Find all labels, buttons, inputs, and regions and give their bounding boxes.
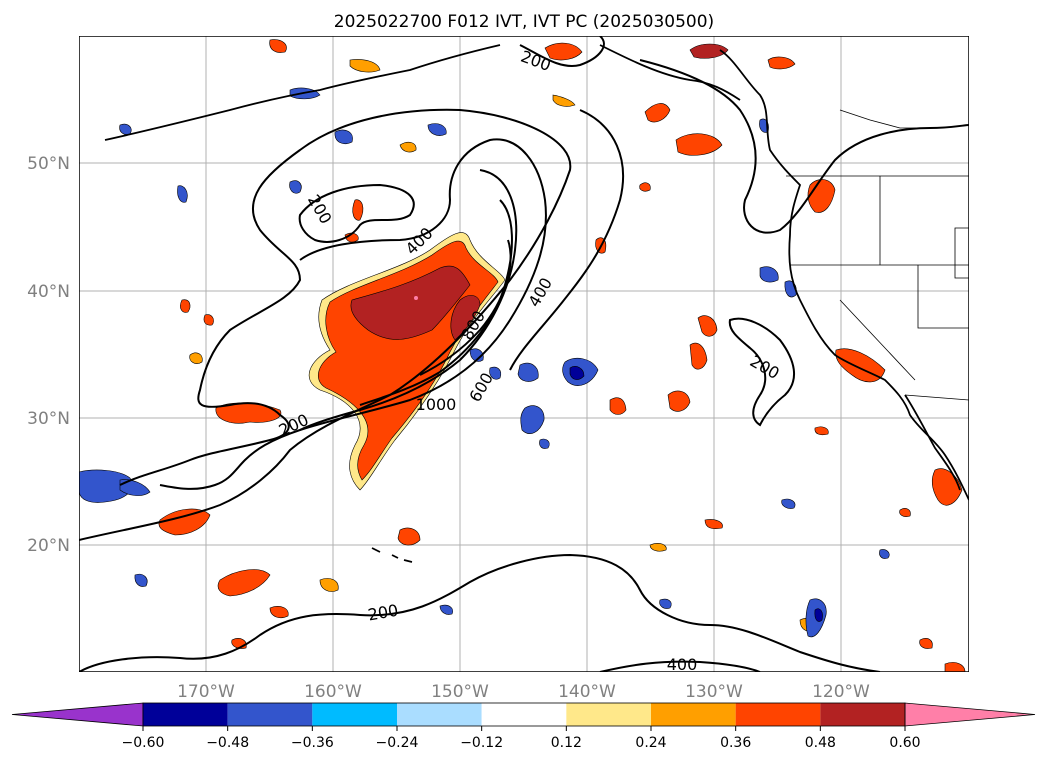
- latitude-labels: 50°N 40°N 30°N 20°N: [27, 154, 70, 556]
- state-borders: [786, 109, 969, 401]
- ivt-contours: [79, 36, 969, 672]
- colorbar-tick-label: −0.48: [206, 735, 249, 751]
- lat-label-20n: 20°N: [27, 536, 70, 556]
- colorbar-extend-low: [11, 702, 144, 727]
- colorbar-segment: [227, 703, 313, 726]
- colorbar-tick-label: 0.12: [551, 735, 582, 751]
- lat-label-40n: 40°N: [27, 282, 70, 302]
- lon-label-150w: 150°W: [431, 682, 489, 702]
- colorbar: −0.60 −0.48 −0.36 −0.24 −0.12 0.12 0.24 0.36 0.4…: [11, 702, 1036, 751]
- colorbar-tick-label: −0.60: [122, 735, 165, 751]
- contour-400-south: [599, 660, 761, 672]
- contour-600: [299, 169, 518, 431]
- contour-800: [359, 199, 513, 406]
- colorbar-tick-label: 0.48: [805, 735, 836, 751]
- colorbar-segment: [566, 703, 651, 726]
- lon-label-170w: 170°W: [177, 682, 235, 702]
- lon-label-120w: 120°W: [812, 682, 870, 702]
- colorbar-tick-label: 0.36: [720, 735, 751, 751]
- colorbar-segment: [312, 703, 397, 726]
- contour-400: [159, 138, 547, 490]
- map-title: 2025022700 F012 IVT, IVT PC (2025030500): [334, 12, 714, 32]
- contour-200-east-loop: [728, 317, 796, 427]
- lon-label-130w: 130°W: [685, 682, 743, 702]
- colorbar-segment: [143, 703, 228, 726]
- contour-1000: [419, 239, 512, 376]
- colorbar-frame: [142, 702, 906, 727]
- contour-label: 400: [667, 655, 698, 674]
- lat-label-50n: 50°N: [27, 154, 70, 174]
- colorbar-tick-label: −0.24: [376, 735, 419, 751]
- north-america-coast: [719, 49, 969, 501]
- ar-band-core2: [450, 295, 481, 341]
- colorbar-segment: [735, 703, 821, 726]
- contour-200-east: [509, 109, 625, 371]
- longitude-labels: 170°W 160°W 150°W 140°W 130°W 120°W: [177, 682, 870, 702]
- map-panel: 200 200 400 400 800 1000 600 200 200 400…: [79, 36, 969, 674]
- baja-coast: [904, 394, 961, 491]
- coastlines: [104, 44, 969, 563]
- contour-label: 1000: [416, 395, 457, 414]
- colorbar-tick-label: −0.12: [460, 735, 503, 751]
- colorbar-tick-label: 0.60: [889, 735, 920, 751]
- alaska-coast: [599, 44, 741, 101]
- colorbar-segment: [397, 703, 482, 726]
- colorbar-tick-label: 0.24: [635, 735, 666, 751]
- lon-label-160w: 160°W: [304, 682, 362, 702]
- negative-anomaly-patches: [79, 87, 890, 638]
- lat-label-30n: 30°N: [27, 409, 70, 429]
- lon-label-140w: 140°W: [558, 682, 616, 702]
- colorbar-segment: [820, 703, 905, 726]
- colorbar-extend-high: [904, 702, 1036, 727]
- positive-anomaly-patches: [158, 39, 966, 672]
- contour-200-south: [79, 553, 881, 672]
- colorbar-segment: [651, 703, 736, 726]
- hawaii: [371, 547, 413, 563]
- colorbar-tick-label: −0.36: [291, 735, 334, 751]
- contour-200-inner-north: [298, 183, 415, 243]
- colorbar-segment: [481, 703, 567, 726]
- contour-200-top: [519, 36, 605, 67]
- ar-band-core: [350, 265, 471, 340]
- aleutians: [104, 44, 501, 141]
